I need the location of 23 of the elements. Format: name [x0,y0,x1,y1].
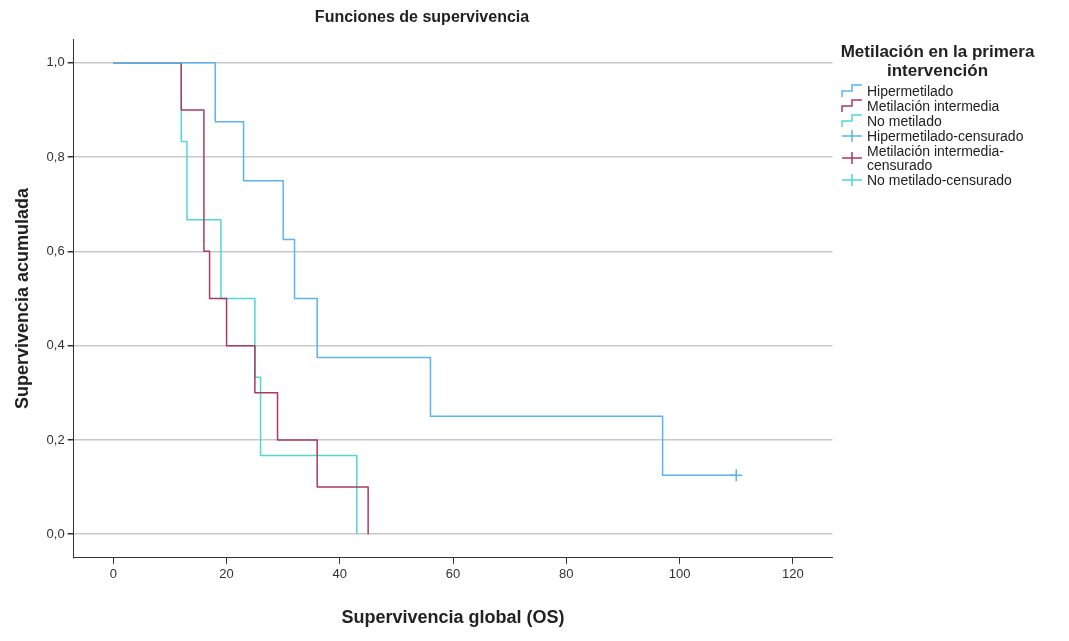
legend-label: Hipermetilado-censurado [867,128,1024,144]
chart-title: Funciones de supervivencia [314,8,530,26]
x-tick-label: 120 [782,566,804,582]
legend-label: No metilado-censurado [867,172,1012,188]
y-tick-label: 0,8 [46,148,65,164]
x-tick-label: 40 [332,566,348,582]
x-tick-label: 20 [219,566,234,582]
y-tick-label: 0,0 [46,525,65,541]
y-tick-label: 0,6 [46,242,65,258]
legend-title: Metilación en la primera intervención [840,42,1035,80]
x-tick-label: 100 [668,566,691,582]
y-tick-label: 0,2 [46,431,65,447]
legend-label: Metilación intermedia-censurado [867,143,1004,173]
y-axis-title: Supervivencia acumulada [11,186,32,410]
y-tick-label: 0,4 [46,337,65,353]
legend-label: Hipermetilado [867,83,954,99]
x-tick-label: 80 [559,566,574,582]
x-tick-label: 60 [445,566,461,582]
legend-label: Metilación intermedia [867,98,1000,114]
legend-label: No metilado [867,113,942,129]
y-tick-label: 1,0 [46,54,65,70]
x-tick-label: 0 [109,566,117,582]
x-axis-title: Supervivencia global (OS) [341,607,565,628]
